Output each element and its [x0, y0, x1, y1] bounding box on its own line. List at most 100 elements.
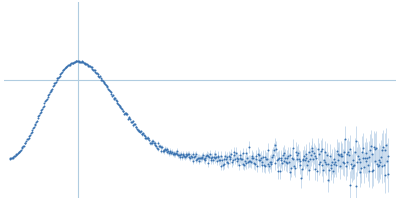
Point: [6, 156, 13, 160]
Point: [376, 159, 382, 162]
Point: [182, 152, 189, 156]
Point: [16, 151, 22, 154]
Point: [110, 94, 116, 97]
Point: [130, 124, 136, 127]
Point: [186, 156, 193, 159]
Point: [372, 147, 378, 151]
Point: [20, 145, 26, 148]
Point: [280, 154, 286, 157]
Point: [335, 153, 342, 156]
Point: [249, 155, 256, 158]
Point: [35, 115, 42, 118]
Point: [204, 154, 211, 158]
Point: [299, 158, 306, 161]
Point: [347, 183, 354, 186]
Point: [122, 112, 128, 115]
Point: [98, 78, 105, 81]
Point: [269, 155, 276, 158]
Point: [384, 173, 391, 176]
Point: [9, 156, 16, 159]
Point: [189, 160, 196, 163]
Point: [82, 62, 88, 65]
Point: [322, 160, 328, 163]
Point: [53, 80, 59, 83]
Point: [369, 153, 376, 156]
Point: [312, 167, 318, 171]
Point: [165, 150, 172, 153]
Point: [148, 139, 155, 142]
Point: [208, 156, 214, 160]
Point: [375, 164, 382, 167]
Point: [104, 84, 110, 87]
Point: [115, 103, 121, 106]
Point: [174, 149, 180, 153]
Point: [337, 152, 344, 155]
Point: [100, 80, 106, 83]
Point: [160, 149, 166, 153]
Point: [304, 163, 310, 166]
Point: [62, 66, 68, 70]
Point: [148, 141, 154, 145]
Point: [126, 116, 133, 120]
Point: [197, 157, 203, 160]
Point: [18, 148, 24, 152]
Point: [367, 148, 373, 152]
Point: [134, 128, 140, 131]
Point: [193, 153, 200, 156]
Point: [378, 164, 385, 167]
Point: [301, 155, 307, 158]
Point: [78, 61, 85, 64]
Point: [218, 154, 224, 157]
Point: [314, 169, 320, 172]
Point: [37, 112, 43, 115]
Point: [314, 147, 321, 151]
Point: [357, 171, 364, 174]
Point: [212, 153, 218, 156]
Point: [69, 62, 76, 65]
Point: [169, 150, 175, 153]
Point: [67, 62, 74, 65]
Point: [340, 161, 347, 164]
Point: [34, 119, 40, 122]
Point: [295, 151, 301, 155]
Point: [52, 81, 58, 84]
Point: [254, 152, 261, 155]
Point: [31, 126, 37, 129]
Point: [90, 68, 96, 71]
Point: [86, 65, 92, 68]
Point: [204, 153, 210, 156]
Point: [220, 163, 227, 166]
Point: [106, 88, 112, 92]
Point: [40, 106, 46, 109]
Point: [310, 158, 316, 161]
Point: [57, 73, 64, 76]
Point: [50, 84, 57, 87]
Point: [181, 154, 187, 158]
Point: [246, 146, 253, 149]
Point: [286, 160, 292, 164]
Point: [72, 60, 79, 63]
Point: [77, 60, 83, 63]
Point: [356, 161, 363, 164]
Point: [358, 167, 364, 170]
Point: [106, 90, 113, 93]
Point: [109, 94, 115, 97]
Point: [133, 125, 140, 128]
Point: [38, 108, 45, 112]
Point: [372, 160, 379, 163]
Point: [339, 154, 345, 158]
Point: [240, 162, 246, 165]
Point: [289, 156, 295, 160]
Point: [170, 152, 176, 155]
Point: [202, 159, 208, 162]
Point: [104, 86, 111, 89]
Point: [359, 150, 365, 153]
Point: [173, 151, 179, 154]
Point: [18, 147, 25, 150]
Point: [223, 157, 229, 161]
Point: [217, 158, 223, 161]
Point: [239, 157, 245, 161]
Point: [262, 155, 268, 159]
Point: [136, 129, 142, 132]
Point: [50, 85, 56, 88]
